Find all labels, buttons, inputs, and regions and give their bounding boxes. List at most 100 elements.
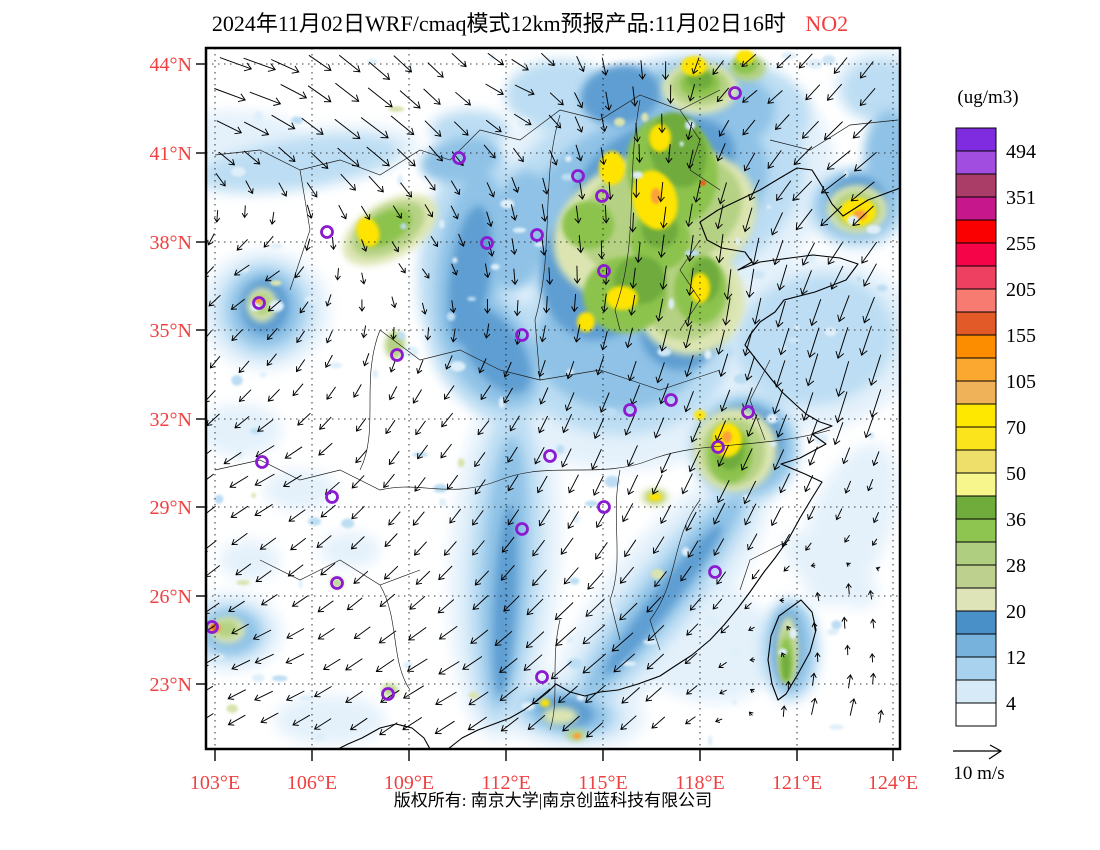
- wind-arrow: [659, 329, 668, 352]
- colorbar-segment: [955, 173, 997, 198]
- wind-arrow: [713, 502, 726, 525]
- no2-speck: [621, 661, 637, 667]
- wind-arrow: [686, 149, 694, 169]
- wind-arrow: [392, 205, 402, 219]
- wind-arrow: [773, 360, 786, 388]
- colorbar-segment: [955, 656, 997, 681]
- wind-arrow: [863, 415, 875, 439]
- wind-arrow: [437, 599, 455, 614]
- wind-arrow: [645, 687, 662, 702]
- wind-arrow: [590, 448, 602, 470]
- wind-arrow: [780, 705, 787, 717]
- wind-arrow: [254, 653, 274, 665]
- wind-arrow: [801, 120, 819, 139]
- wind-arrow: [511, 268, 519, 286]
- wind-arrow: [767, 150, 782, 169]
- wind-arrow: [390, 327, 397, 340]
- colorbar-segment: [955, 380, 997, 405]
- wind-arrow: [536, 475, 548, 494]
- no2-speck: [778, 360, 792, 367]
- wind-arrow: [543, 296, 550, 314]
- wind-arrow: [355, 449, 368, 464]
- wind-arrow: [558, 685, 579, 704]
- no2-speck: [705, 615, 720, 627]
- wind-arrow: [846, 562, 851, 567]
- wind-arrow: [565, 360, 575, 380]
- wind-arrow: [306, 182, 318, 198]
- no2-speck: [707, 735, 713, 747]
- colorbar-segment: [955, 449, 997, 474]
- no2-speck: [450, 361, 466, 372]
- wind-arrow: [391, 241, 399, 253]
- wind-arrow: [859, 325, 872, 357]
- wind-arrow: [549, 92, 564, 106]
- wind-arrow: [427, 62, 444, 78]
- copyright-text: 版权所有: 南京大学|南京创蓝科技有限公司: [394, 791, 712, 810]
- province-border-line: [769, 119, 899, 151]
- wind-arrow: [511, 177, 520, 193]
- wind-arrow: [685, 121, 693, 141]
- wind-arrow: [601, 57, 609, 76]
- no2-speck: [490, 263, 500, 270]
- wind-arrow: [532, 569, 547, 587]
- city-marker: [741, 405, 755, 419]
- wind-arrow: [267, 300, 282, 312]
- no2-speck: [567, 636, 574, 644]
- wind-arrow: [624, 539, 637, 558]
- no2-speck: [446, 312, 456, 322]
- no2-speck: [298, 695, 315, 701]
- wind-arrow: [747, 533, 758, 551]
- wind-arrow: [215, 173, 226, 187]
- wind-arrow: [350, 536, 365, 550]
- wind-arrow: [585, 598, 605, 617]
- no2-speck: [826, 628, 839, 636]
- wind-arrow: [292, 383, 304, 397]
- wind-arrow: [810, 562, 816, 568]
- no2-speck: [788, 337, 800, 344]
- wind-arrow: [285, 653, 305, 664]
- no2-speck: [766, 204, 772, 209]
- wind-arrow: [399, 90, 421, 109]
- wind-arrow: [793, 146, 813, 166]
- colorbar-segment: [955, 265, 997, 290]
- wind-arrow: [740, 448, 753, 471]
- wind-arrow: [820, 173, 847, 194]
- colorbar-segment: [955, 472, 997, 497]
- wind-arrow: [660, 206, 668, 229]
- wind-arrow: [241, 205, 248, 219]
- no2-speck: [632, 171, 643, 179]
- wind-arrow: [266, 327, 278, 341]
- wind-arrow: [713, 538, 725, 556]
- wind-arrow: [560, 537, 574, 555]
- map-area: [204, 46, 902, 751]
- wind-arrow: [680, 565, 692, 582]
- wind-arrow: [483, 323, 491, 339]
- wind-arrow: [209, 355, 221, 369]
- wind-arrow: [820, 205, 843, 227]
- wind-arrow: [627, 360, 637, 382]
- province-border-line: [214, 429, 831, 491]
- wind-arrow: [271, 59, 300, 74]
- wind-arrow: [574, 205, 582, 224]
- wind-arrow: [571, 294, 579, 313]
- city-marker: [728, 86, 742, 100]
- wind-arrow: [775, 300, 786, 328]
- wind-arrow: [337, 147, 360, 167]
- no2-speck: [388, 106, 405, 113]
- no2-speck: [269, 243, 283, 249]
- wind-arrow: [810, 697, 818, 715]
- no2-speck: [226, 704, 238, 714]
- wind-arrow: [748, 711, 754, 717]
- wind-arrow: [278, 146, 296, 162]
- wind-arrow: [532, 539, 545, 557]
- wind-arrow: [869, 389, 882, 418]
- wind-arrow: [827, 242, 843, 265]
- wind-arrow: [252, 629, 272, 641]
- axes: 44°N 41°N 38°N 35°N 32°N 29°N 26°N 23°N 103°E 106…: [150, 54, 919, 794]
- wind-arrow: [345, 690, 363, 703]
- wind-arrow: [578, 182, 586, 200]
- wind-arrow: [841, 447, 851, 465]
- colorbar-label: 155: [1006, 325, 1036, 347]
- wind-arrow: [801, 242, 816, 266]
- wind-arrow: [243, 57, 277, 72]
